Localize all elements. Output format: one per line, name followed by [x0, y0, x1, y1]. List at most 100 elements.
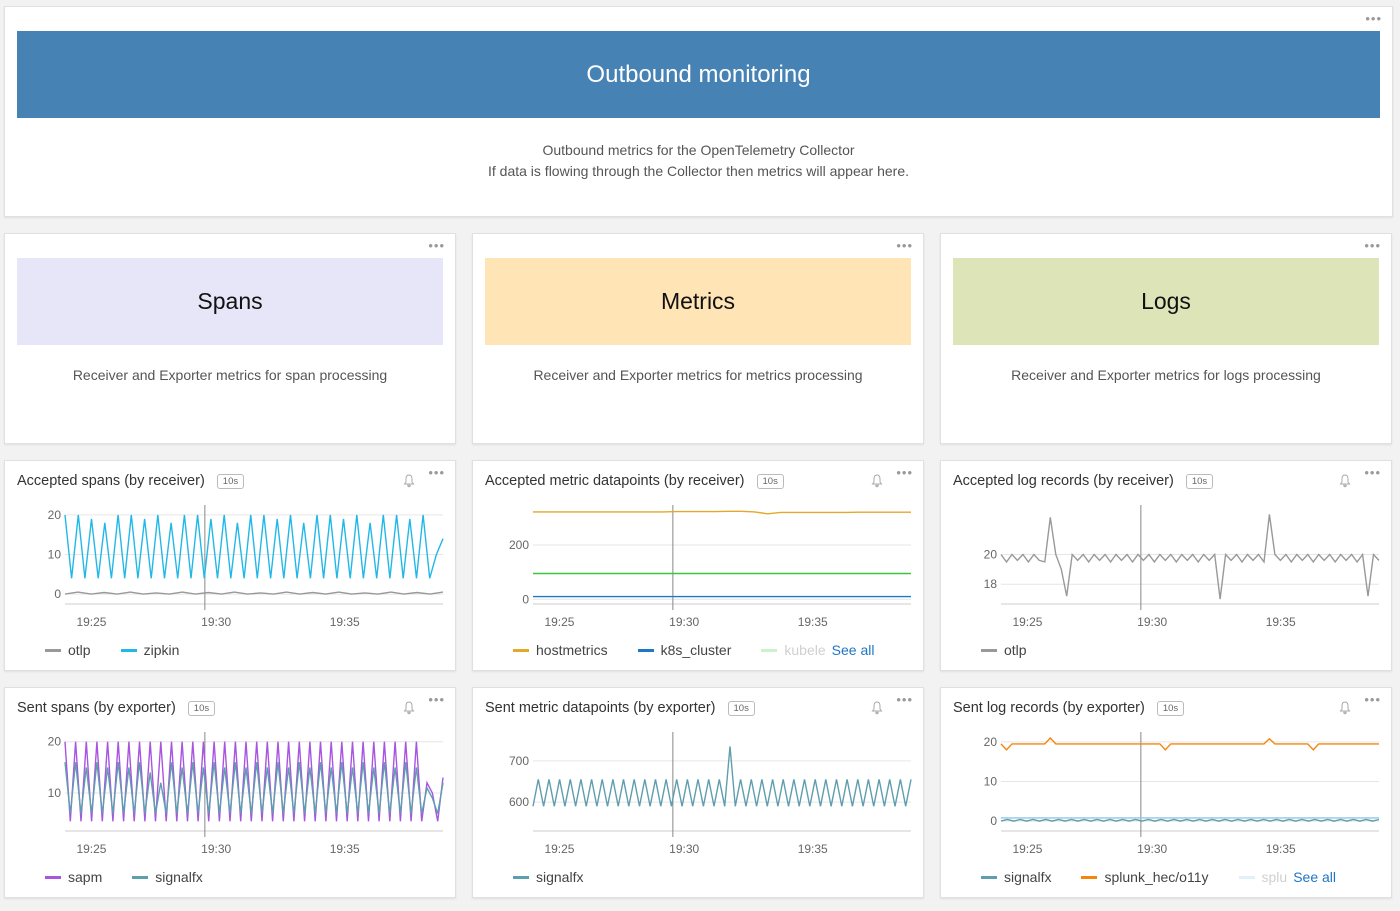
chart-title: Sent spans (by exporter) [17, 700, 176, 716]
chart-card-sent-spans: ••• Sent spans (by exporter) 10s 10 20 19:25 1… [4, 687, 456, 898]
more-options-icon[interactable]: ••• [896, 465, 913, 480]
legend-item[interactable]: sapm [45, 869, 102, 885]
y-tick-label: 0 [54, 587, 61, 601]
legend-swatch [1081, 875, 1098, 879]
chart-plot: 600 700 19:25 19:30 19:35 [509, 732, 912, 856]
chart-plot: 0 10 20 19:25 19:30 19:35 [48, 505, 444, 629]
legend-item[interactable]: otlp [981, 642, 1027, 658]
section-card-logs: ••• Logs Receiver and Exporter metrics f… [940, 233, 1392, 444]
section-title-bar: Spans [17, 258, 443, 345]
legend-item-faded[interactable]: splu [1238, 869, 1288, 885]
bell-icon[interactable] [403, 701, 415, 715]
chart-title-row: Sent metric datapoints (by exporter) 10s [485, 700, 755, 716]
chart-legend: otlp zipkin [45, 642, 209, 658]
legend-item[interactable]: signalfx [981, 869, 1051, 885]
resolution-badge: 10s [756, 473, 784, 489]
series-line-signalfx [532, 746, 912, 807]
legend-swatch [513, 648, 529, 652]
legend-swatch [981, 648, 997, 652]
bell-icon[interactable] [871, 474, 883, 488]
bell-icon[interactable] [403, 474, 415, 488]
y-tick-label: 10 [984, 775, 998, 789]
chart-card-sent-metric-datapoints: ••• Sent metric datapoints (by exporter) 1… [472, 687, 924, 898]
more-options-icon[interactable]: ••• [1364, 692, 1381, 707]
legend-item[interactable]: splunk_hec/o11y [1081, 869, 1209, 885]
more-options-icon[interactable]: ••• [896, 692, 913, 707]
series-line-zipkin [64, 514, 444, 579]
chart-title: Accepted spans (by receiver) [17, 473, 205, 489]
banner-line-1: Outbound metrics for the OpenTelemetry C… [542, 142, 855, 158]
section-card-metrics: ••• Metrics Receiver and Exporter metric… [472, 233, 924, 444]
x-tick-label: 19:35 [1266, 615, 1296, 629]
x-tick-label: 19:30 [669, 615, 699, 629]
legend-label: zipkin [143, 642, 180, 658]
chart-plot: 0 10 20 19:25 19:30 19:35 [984, 732, 1380, 856]
section-title: Logs [1141, 288, 1191, 314]
bell-icon[interactable] [871, 701, 883, 715]
legend-item[interactable]: signalfx [513, 869, 583, 885]
legend-label: hostmetrics [536, 642, 608, 658]
chart-title: Accepted log records (by receiver) [953, 473, 1174, 489]
series-line-otlp [64, 591, 444, 595]
legend-item[interactable]: signalfx [132, 869, 203, 885]
resolution-badge: 10s [727, 700, 755, 716]
more-options-icon[interactable]: ••• [1364, 238, 1381, 253]
more-options-icon[interactable]: ••• [428, 238, 445, 253]
x-tick-label: 19:35 [330, 615, 360, 629]
section-title: Spans [197, 288, 263, 314]
x-tick-label: 19:35 [330, 842, 360, 856]
chart-plot: 0 200 19:25 19:30 19:35 [509, 505, 911, 629]
resolution-badge: 10s [216, 473, 245, 489]
legend-swatch [637, 648, 654, 652]
more-options-icon[interactable]: ••• [428, 465, 445, 480]
chart-legend: hostmetrics k8s_cluster kubele See all [513, 642, 874, 658]
banner-line-2: If data is flowing through the Collector… [488, 163, 909, 179]
legend-label: splu [1261, 869, 1288, 885]
legend-item[interactable]: zipkin [120, 642, 180, 658]
x-tick-label: 19:35 [1266, 842, 1296, 856]
x-tick-label: 19:35 [798, 842, 828, 856]
banner-title: Outbound monitoring [586, 60, 811, 88]
x-tick-label: 19:25 [544, 615, 574, 629]
more-options-icon[interactable]: ••• [896, 238, 913, 253]
more-options-icon[interactable]: ••• [1364, 465, 1381, 480]
bell-icon[interactable] [1339, 474, 1351, 488]
chart-legend: signalfx splunk_hec/o11y splu See all [981, 869, 1336, 885]
x-tick-label: 19:30 [201, 842, 231, 856]
legend-label: kubele [784, 642, 826, 658]
x-tick-label: 19:30 [1137, 842, 1167, 856]
y-tick-label: 20 [984, 548, 998, 562]
x-tick-label: 19:25 [1012, 842, 1042, 856]
chart-plot: 18 20 19:25 19:30 19:35 [984, 505, 1380, 629]
section-title-bar: Metrics [485, 258, 911, 345]
chart-card-accepted-log-records: ••• Accepted log records (by receiver) 10s… [940, 460, 1392, 671]
y-tick-label: 700 [509, 754, 529, 768]
legend-label: signalfx [1004, 869, 1052, 885]
chart-card-sent-log-records: ••• Sent log records (by exporter) 10s 0 10 2… [940, 687, 1392, 898]
legend-swatch [45, 875, 61, 879]
see-all-link[interactable]: See all [1293, 869, 1337, 885]
series-line-signalfx [1000, 818, 1380, 822]
resolution-badge: 10s [1156, 700, 1185, 716]
legend-label: signalfx [155, 869, 203, 885]
section-title-bar: Logs [953, 258, 1379, 345]
bell-icon[interactable] [1339, 701, 1351, 715]
more-options-icon[interactable]: ••• [428, 692, 445, 707]
resolution-badge: 10s [187, 700, 216, 716]
x-tick-label: 19:30 [669, 842, 699, 856]
legend-item[interactable]: k8s_cluster [637, 642, 731, 658]
see-all-link[interactable]: See all [831, 642, 875, 658]
chart-legend: sapm signalfx [45, 869, 233, 885]
legend-item[interactable]: hostmetrics [513, 642, 608, 658]
legend-item[interactable]: otlp [45, 642, 91, 658]
y-tick-label: 0 [522, 592, 529, 606]
y-tick-label: 10 [48, 786, 62, 800]
banner-description: Outbound metrics for the OpenTelemetry C… [5, 140, 1392, 182]
more-options-icon[interactable]: ••• [1365, 11, 1382, 26]
legend-label: otlp [1004, 642, 1027, 658]
chart-title-row: Accepted metric datapoints (by receiver)… [485, 473, 784, 489]
resolution-badge: 10s [1185, 473, 1214, 489]
chart-plot: 10 20 19:25 19:30 19:35 [48, 732, 444, 856]
legend-item-faded[interactable]: kubele [761, 642, 826, 658]
chart-card-accepted-metric-datapoints: ••• Accepted metric datapoints (by receiv… [472, 460, 924, 671]
